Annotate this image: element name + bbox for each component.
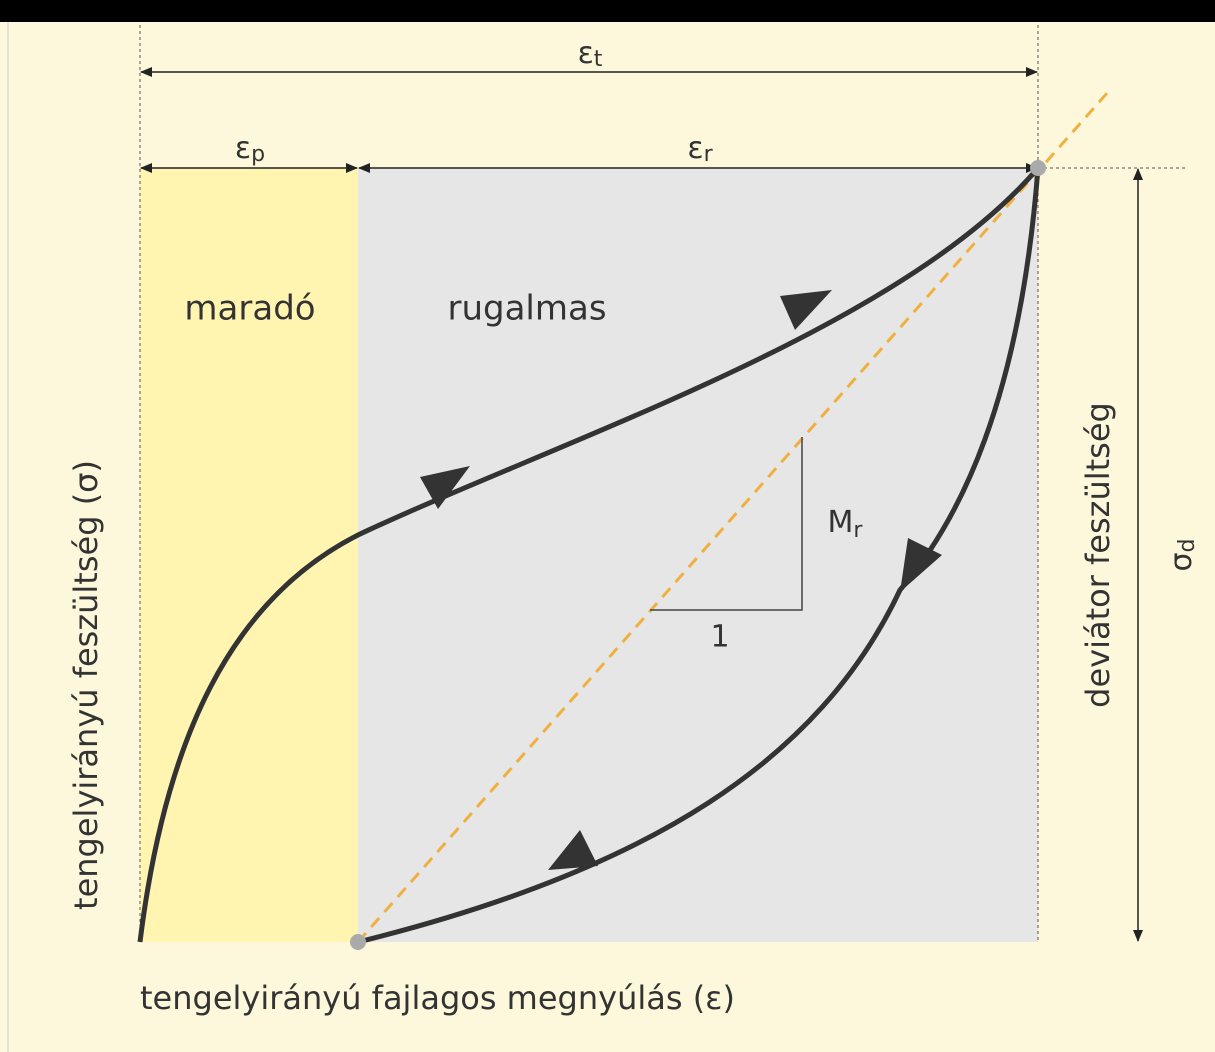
symbol: ε <box>578 36 594 71</box>
secant-line <box>356 91 1110 943</box>
resilient-label: εr <box>687 131 713 168</box>
x-axis-label: tengelyirányú fajlagos megnyúlás (ε) <box>140 979 735 1017</box>
symbol: M <box>828 505 854 540</box>
y-axis-label: tengelyirányú feszültség (σ) <box>67 460 105 910</box>
subscript: t <box>594 47 603 72</box>
arrowhead <box>900 538 942 592</box>
modulus-label: Mr <box>828 505 864 544</box>
slope-triangle <box>650 437 803 611</box>
loading-curve <box>137 166 1040 943</box>
region-label: rugalmas <box>447 289 606 329</box>
total-label: εt <box>578 36 603 73</box>
arrowhead <box>548 830 598 870</box>
curve-arrowheads <box>420 290 942 870</box>
subscript: r <box>704 142 714 167</box>
point <box>1030 160 1046 176</box>
region-label: maradó <box>184 289 315 329</box>
symbol: σ <box>1164 552 1199 571</box>
symbol: ε <box>235 131 251 166</box>
arrowhead <box>420 466 470 509</box>
deviator-label: σd <box>1164 539 1201 572</box>
unloading-curve <box>357 167 1041 945</box>
unit-label: 1 <box>710 620 729 655</box>
right-axis-label: deviátor feszültség <box>1079 402 1117 708</box>
subscript: p <box>251 142 265 167</box>
dimension-arrows <box>140 67 1143 942</box>
arrowhead <box>780 290 832 330</box>
top-bar <box>0 0 1215 22</box>
point <box>350 934 366 950</box>
symbol: ε <box>687 131 703 166</box>
subscript: d <box>1175 539 1200 553</box>
subscript: r <box>853 518 863 543</box>
plastic-label: εp <box>235 131 265 168</box>
